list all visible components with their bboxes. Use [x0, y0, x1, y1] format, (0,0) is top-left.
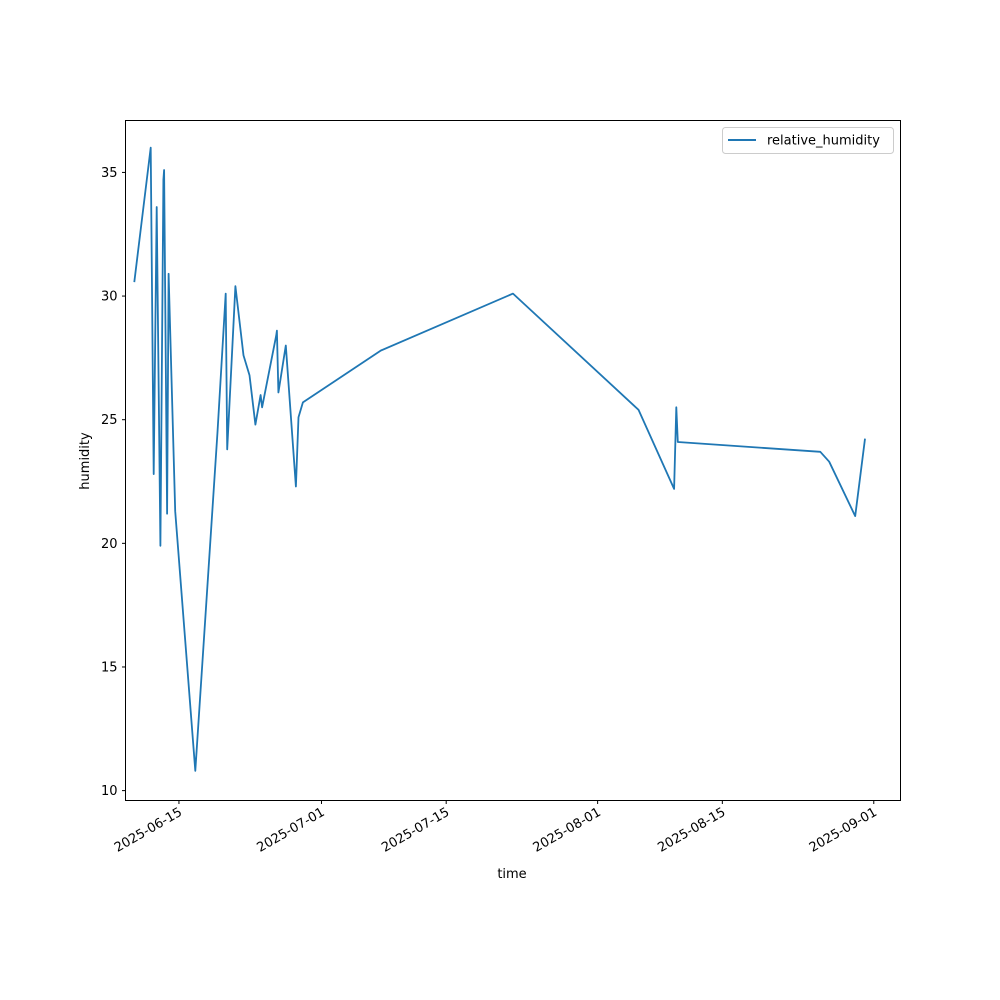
x-axis: 2025-06-15 2025-07-01 2025-07-15 2025-08-01… — [112, 800, 880, 856]
x-tick-label: 2025-07-15 — [379, 805, 452, 856]
legend-label: relative_humidity — [767, 134, 880, 149]
legend-box — [722, 127, 894, 154]
x-tick-label: 2025-06-15 — [112, 805, 185, 856]
x-tick-label: 2025-08-01 — [531, 805, 604, 856]
x-tick-label: 2025-09-01 — [807, 805, 880, 856]
y-axis-title: humidity — [78, 432, 93, 490]
y-tick-label: 20 — [101, 537, 118, 552]
y-tick-label: 30 — [101, 290, 118, 305]
y-tick-label: 35 — [101, 166, 118, 181]
legend: relative_humidity — [722, 127, 894, 154]
series-line-relative_humidity — [133, 146, 866, 772]
y-tick-label: 15 — [101, 660, 118, 675]
y-tick-label: 25 — [101, 413, 118, 428]
series-layer — [133, 146, 866, 772]
y-axis: 10 15 20 25 30 35 — [101, 166, 126, 799]
x-axis-title: time — [497, 867, 526, 882]
x-tick-label: 2025-07-01 — [255, 805, 328, 856]
axes-frame — [125, 120, 901, 801]
x-tick-label: 2025-08-15 — [655, 805, 728, 856]
y-tick-label: 10 — [101, 784, 118, 799]
